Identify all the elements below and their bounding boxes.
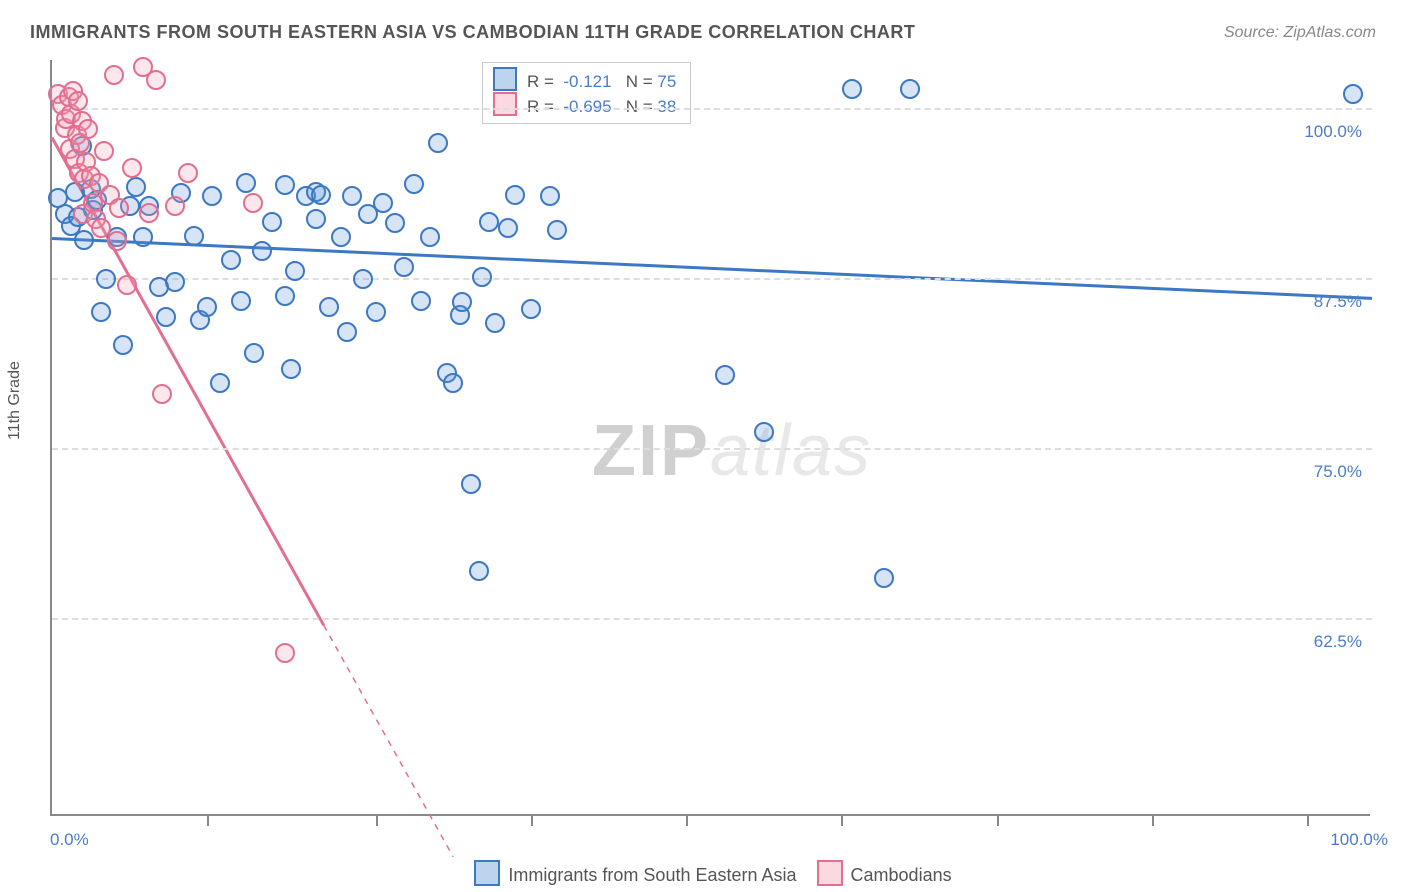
data-point-sea bbox=[1343, 84, 1363, 104]
data-point-camb bbox=[275, 643, 295, 663]
data-point-camb bbox=[243, 193, 263, 213]
legend-swatch-sea bbox=[493, 67, 517, 91]
data-point-sea bbox=[319, 297, 339, 317]
data-point-sea bbox=[236, 173, 256, 193]
data-point-camb bbox=[146, 70, 166, 90]
data-point-sea bbox=[311, 185, 331, 205]
legend-label-sea: Immigrants from South Eastern Asia bbox=[508, 865, 796, 885]
data-point-sea bbox=[900, 79, 920, 99]
legend-r-label: R = bbox=[527, 72, 563, 91]
legend-swatch-camb bbox=[493, 92, 517, 116]
source-prefix: Source: bbox=[1224, 24, 1284, 41]
legend-n-value-camb: 38 bbox=[657, 97, 676, 116]
data-point-sea bbox=[754, 422, 774, 442]
regression-line-sea bbox=[52, 238, 1372, 298]
data-point-sea bbox=[366, 302, 386, 322]
regression-line-camb-dashed bbox=[324, 625, 453, 857]
data-point-sea bbox=[428, 133, 448, 153]
data-point-sea bbox=[275, 286, 295, 306]
legend-n-label: N = bbox=[612, 97, 658, 116]
data-point-sea bbox=[244, 343, 264, 363]
data-point-sea bbox=[411, 291, 431, 311]
data-point-sea bbox=[210, 373, 230, 393]
chart-title: IMMIGRANTS FROM SOUTH EASTERN ASIA VS CA… bbox=[30, 22, 915, 43]
legend-label-camb: Cambodians bbox=[851, 865, 952, 885]
y-tick-label: 75.0% bbox=[1282, 462, 1362, 482]
x-tick bbox=[207, 816, 209, 826]
data-point-camb bbox=[117, 275, 137, 295]
y-tick-label: 100.0% bbox=[1282, 122, 1362, 142]
series-legend: Immigrants from South Eastern Asia Cambod… bbox=[0, 860, 1406, 886]
data-point-camb bbox=[178, 163, 198, 183]
correlation-legend: R = -0.121 N = 75R = -0.695 N = 38 bbox=[482, 62, 691, 124]
x-end-label-right: 100.0% bbox=[1330, 830, 1388, 850]
legend-row-sea: R = -0.121 N = 75 bbox=[493, 67, 676, 92]
data-point-sea bbox=[113, 335, 133, 355]
data-point-sea bbox=[197, 297, 217, 317]
gridline bbox=[52, 108, 1372, 110]
x-tick bbox=[841, 816, 843, 826]
data-point-sea bbox=[505, 185, 525, 205]
data-point-sea bbox=[126, 177, 146, 197]
data-point-camb bbox=[165, 196, 185, 216]
data-point-sea bbox=[353, 269, 373, 289]
legend-r-value-sea: -0.121 bbox=[563, 72, 611, 91]
data-point-sea bbox=[472, 267, 492, 287]
data-point-sea bbox=[262, 212, 282, 232]
x-tick bbox=[531, 816, 533, 826]
gridline bbox=[52, 618, 1372, 620]
data-point-sea bbox=[443, 373, 463, 393]
x-tick bbox=[686, 816, 688, 826]
y-axis-label: 11th Grade bbox=[6, 361, 24, 440]
data-point-sea bbox=[547, 220, 567, 240]
data-point-camb bbox=[107, 231, 127, 251]
data-point-sea bbox=[420, 227, 440, 247]
legend-r-value-camb: -0.695 bbox=[563, 97, 611, 116]
data-point-sea bbox=[874, 568, 894, 588]
legend-swatch-sea bbox=[474, 860, 500, 886]
data-point-sea bbox=[165, 272, 185, 292]
data-point-sea bbox=[461, 474, 481, 494]
legend-row-camb: R = -0.695 N = 38 bbox=[493, 92, 676, 117]
data-point-sea bbox=[521, 299, 541, 319]
data-point-camb bbox=[68, 91, 88, 111]
plot-area: ZIPatlas R = -0.121 N = 75R = -0.695 N =… bbox=[50, 60, 1370, 816]
data-point-sea bbox=[485, 313, 505, 333]
legend-r-label: R = bbox=[527, 97, 563, 116]
legend-n-value-sea: 75 bbox=[657, 72, 676, 91]
data-point-sea bbox=[331, 227, 351, 247]
gridline bbox=[52, 448, 1372, 450]
data-point-sea bbox=[469, 561, 489, 581]
data-point-camb bbox=[104, 65, 124, 85]
data-point-camb bbox=[122, 158, 142, 178]
x-tick bbox=[376, 816, 378, 826]
data-point-sea bbox=[715, 365, 735, 385]
data-point-sea bbox=[498, 218, 518, 238]
x-tick bbox=[997, 816, 999, 826]
x-end-label-left: 0.0% bbox=[50, 830, 89, 850]
x-tick bbox=[1307, 816, 1309, 826]
data-point-sea bbox=[252, 241, 272, 261]
data-point-sea bbox=[394, 257, 414, 277]
data-point-sea bbox=[133, 227, 153, 247]
data-point-camb bbox=[94, 141, 114, 161]
gridline bbox=[52, 278, 1372, 280]
data-point-sea bbox=[184, 226, 204, 246]
legend-swatch-camb bbox=[817, 860, 843, 886]
legend-n-label: N = bbox=[612, 72, 658, 91]
y-tick-label: 87.5% bbox=[1282, 292, 1362, 312]
data-point-sea bbox=[221, 250, 241, 270]
source-credit: Source: ZipAtlas.com bbox=[1224, 24, 1376, 42]
data-point-camb bbox=[152, 384, 172, 404]
data-point-camb bbox=[139, 203, 159, 223]
data-point-sea bbox=[842, 79, 862, 99]
x-tick bbox=[1152, 816, 1154, 826]
data-point-sea bbox=[231, 291, 251, 311]
y-tick-label: 62.5% bbox=[1282, 632, 1362, 652]
source-name: ZipAtlas.com bbox=[1284, 24, 1376, 41]
